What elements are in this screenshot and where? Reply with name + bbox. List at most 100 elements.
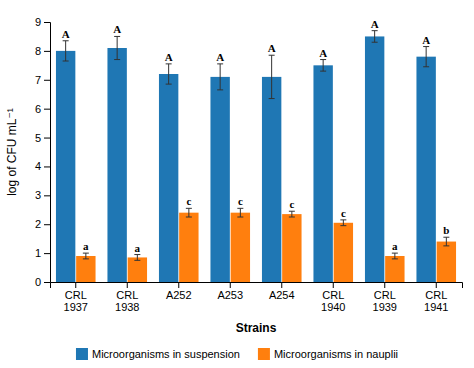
error-bar-cap [63,40,69,41]
error-bar-cap [289,217,295,218]
x-tick: A254 [269,282,295,301]
error-bar [186,208,192,217]
letter-label: A [165,51,173,63]
error-bar-cap [289,211,295,212]
error-bar-cap [166,84,172,85]
x-tick-mark [281,282,282,288]
letter-label: a [83,240,89,252]
series-1 [76,208,456,282]
letter-label: c [341,207,346,219]
error-bar-cap [186,217,192,218]
y-tick-mark [44,80,50,81]
y-tick: 1 [35,247,50,259]
letters: AAAAAAAAaaccccab [62,18,450,254]
x-tick-label-line: A252 [166,289,192,301]
x-tick-mark [75,282,76,288]
x-tick-label-line: A254 [269,289,295,301]
error-bar-cap [340,219,346,220]
legend-label: Microorganisms in nauplii [274,348,398,360]
y-tick: 3 [35,189,50,201]
error-bar-cap [423,46,429,47]
bar [437,242,456,282]
legend-item: Microorganisms in nauplii [258,348,398,360]
x-tick-mark [333,282,334,288]
x-tick-mark [178,282,179,288]
x-tick-mark [384,282,385,288]
y-tick-mark [44,195,50,196]
error-bar-line [426,47,427,67]
y-tick: 9 [35,16,50,28]
error-bar [63,41,69,61]
x-axis-line [51,283,463,289]
letter-label: A [62,28,70,40]
bar [385,256,404,282]
error-bar [320,60,326,72]
error-bar-cap [114,36,120,37]
letter-label: c [289,198,294,210]
marks [56,31,456,282]
x-tick: CRL1940 [321,282,345,313]
y-axis-line [44,23,51,283]
error-bar-cap [186,208,192,209]
error-bar-line [374,31,375,43]
y-tick: 7 [35,74,50,86]
error-bar [269,55,275,98]
error-bar-cap [83,258,89,259]
x-tick: A253 [217,282,243,301]
error-bar-cap [320,71,326,72]
letter-label: A [371,18,379,30]
letter-label: A [113,23,121,35]
bar [159,74,178,282]
letter-label: c [238,195,243,207]
x-tick-mark [230,282,231,288]
y-tick-mark [44,109,50,110]
y-tick: 4 [35,160,50,172]
error-bar-line [343,220,344,226]
error-bar-cap [372,42,378,43]
error-bar [340,220,346,226]
bar [365,36,384,282]
y-tick-label: 3 [35,189,41,201]
x-tick-label: CRL1940 [321,289,345,314]
y-tick-label: 8 [35,45,41,57]
plot-area: 0123456789CRL1937CRL1938A252A253A254CRL1… [5,16,463,335]
error-bar-line [240,208,241,217]
error-bar-cap [423,66,429,67]
error-bar-cap [134,254,140,255]
y-tick-label: 2 [35,218,41,230]
x-tick-label-line: CRL [65,289,87,301]
y-tick-label: 6 [35,103,41,115]
error-bar [372,31,378,43]
y-tick-mark [44,166,50,167]
bar [56,51,75,282]
legend: Microorganisms in suspensionMicroorganis… [76,348,398,360]
error-bar-cap [166,63,172,64]
error-bar-line [137,255,138,261]
y-axis-title: log of CFU mL⁻¹ [5,108,19,196]
bar [334,223,353,282]
error-bar-line [291,211,292,217]
x-tick-label-line: 1939 [373,301,397,313]
error-bar-line [168,64,169,84]
chart: 0123456789CRL1937CRL1938A252A253A254CRL1… [0,0,474,368]
error-bar [392,253,398,259]
bar [128,257,147,282]
error-bar [114,36,120,59]
y-tick: 5 [35,132,50,144]
error-bar-cap [372,30,378,31]
bar [313,65,332,282]
x-tick-label-line: 1937 [64,301,88,313]
x-axis: CRL1937CRL1938A252A253A254CRL1940CRL1939… [51,282,463,313]
legend-swatch [76,348,88,360]
error-bar-line [85,253,86,259]
x-tick-label: A252 [166,289,192,301]
error-bar-cap [340,225,346,226]
bar [262,77,281,282]
error-bar-cap [217,63,223,64]
x-tick: CRL1937 [64,282,88,313]
letter-label: A [268,42,276,54]
error-bar [423,47,429,67]
x-tick-label: CRL1938 [115,289,139,314]
y-tick: 8 [35,45,50,57]
x-tick: CRL1939 [373,282,397,313]
